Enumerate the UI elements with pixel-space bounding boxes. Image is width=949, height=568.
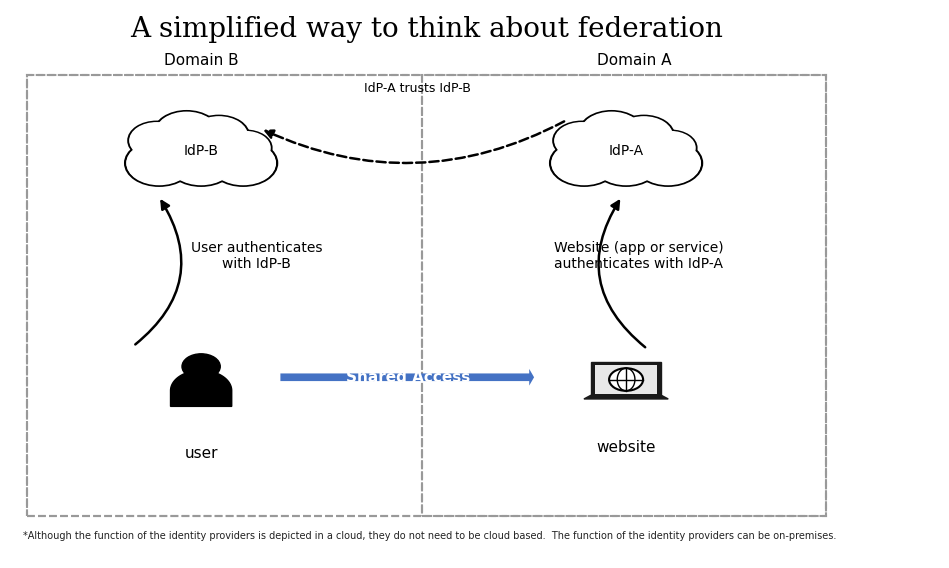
Circle shape xyxy=(581,112,642,153)
Circle shape xyxy=(128,122,185,160)
Circle shape xyxy=(646,132,695,164)
FancyArrowPatch shape xyxy=(136,201,181,344)
Circle shape xyxy=(130,123,183,158)
FancyArrowPatch shape xyxy=(599,201,645,347)
FancyBboxPatch shape xyxy=(595,365,658,394)
Circle shape xyxy=(156,112,217,153)
Text: IdP-B: IdP-B xyxy=(183,144,218,158)
Circle shape xyxy=(189,116,249,156)
Text: user: user xyxy=(184,446,218,461)
Circle shape xyxy=(592,140,660,186)
Circle shape xyxy=(167,140,235,186)
Circle shape xyxy=(211,141,275,185)
FancyBboxPatch shape xyxy=(590,362,661,396)
Circle shape xyxy=(636,141,700,185)
Circle shape xyxy=(550,140,618,186)
Circle shape xyxy=(169,141,233,185)
Text: Website (app or service)
authenticates with IdP-A: Website (app or service) authenticates w… xyxy=(554,241,724,271)
Circle shape xyxy=(555,123,608,158)
FancyArrowPatch shape xyxy=(266,122,564,163)
Text: A simplified way to think about federation: A simplified way to think about federati… xyxy=(130,16,723,43)
Text: User authenticates
with IdP-B: User authenticates with IdP-B xyxy=(191,241,322,271)
Circle shape xyxy=(616,117,672,154)
Text: Domain B: Domain B xyxy=(164,53,238,68)
Circle shape xyxy=(552,141,616,185)
Text: *Although the function of the identity providers is depicted in a cloud, they do: *Although the function of the identity p… xyxy=(23,531,836,541)
Text: IdP-A trusts IdP-B: IdP-A trusts IdP-B xyxy=(364,82,472,95)
Circle shape xyxy=(614,116,674,156)
Polygon shape xyxy=(584,395,668,399)
Text: IdP-A: IdP-A xyxy=(608,144,643,158)
Circle shape xyxy=(221,132,270,164)
Circle shape xyxy=(155,111,219,154)
Circle shape xyxy=(209,140,277,186)
Text: Domain A: Domain A xyxy=(597,53,672,68)
Circle shape xyxy=(182,354,220,379)
Circle shape xyxy=(127,141,192,185)
Circle shape xyxy=(594,141,659,185)
Circle shape xyxy=(579,111,643,154)
Circle shape xyxy=(220,131,271,165)
Circle shape xyxy=(609,368,643,391)
Circle shape xyxy=(553,122,610,160)
Text: Shared Access: Shared Access xyxy=(345,370,470,385)
Text: website: website xyxy=(596,440,656,456)
Circle shape xyxy=(125,140,193,186)
Circle shape xyxy=(191,117,248,154)
Circle shape xyxy=(644,131,697,165)
Circle shape xyxy=(634,140,702,186)
Polygon shape xyxy=(171,370,232,406)
